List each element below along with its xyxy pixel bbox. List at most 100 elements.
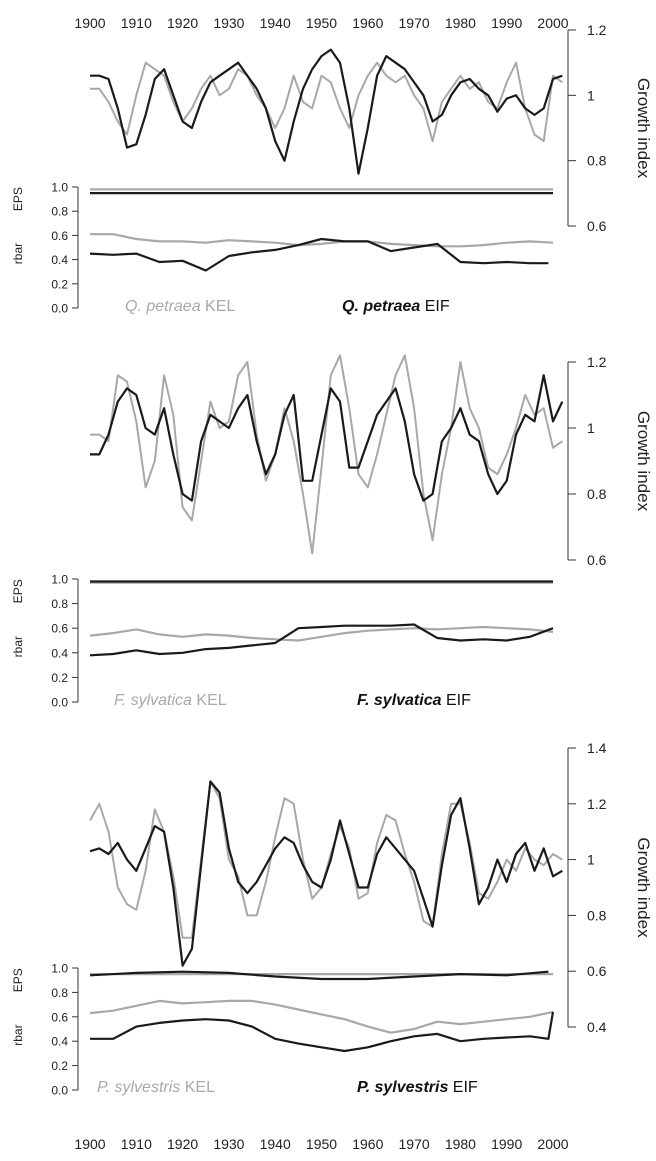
stats-tick-label: 0.2 <box>51 671 68 685</box>
growth-axis-title: Growth index <box>634 411 653 512</box>
eps-axis-title: EPS <box>11 968 25 992</box>
growth-tick-label: 0.6 <box>587 963 607 979</box>
stats-tick-label: 0.6 <box>51 622 68 636</box>
legend-eif-label: P. sylvestris EIF <box>357 1079 478 1096</box>
growth-line-eif <box>90 374 564 502</box>
growth-axis-title: Growth index <box>634 837 653 938</box>
year-tick-bottom: 1920 <box>167 1136 198 1152</box>
legend-kel-site: KEL <box>201 298 236 315</box>
eps-axis-title: EPS <box>11 579 25 603</box>
growth-tick-label: 1 <box>587 420 595 436</box>
rbar-line-eif <box>89 237 549 272</box>
stats-tick-label: 1.0 <box>51 573 68 587</box>
year-tick-bottom: 1970 <box>399 1136 430 1152</box>
stats-tick-label: 0.4 <box>51 646 68 660</box>
growth-tick-label: 1.2 <box>587 354 607 370</box>
stats-tick-label: 0.4 <box>51 253 68 267</box>
stats-tick-label: 1.0 <box>51 181 68 195</box>
year-tick-top: 1990 <box>491 15 522 31</box>
year-tick-bottom: 2000 <box>537 1136 568 1152</box>
year-tick-top: 1960 <box>352 15 383 31</box>
year-tick-top: 1970 <box>399 15 430 31</box>
growth-axis-title: Growth index <box>634 78 653 179</box>
eps-axis-title: EPS <box>11 187 25 211</box>
year-tick-bottom: 1990 <box>491 1136 522 1152</box>
year-tick-top: 1940 <box>260 15 291 31</box>
growth-tick-label: 1 <box>587 852 595 868</box>
growth-line-kel <box>89 780 563 939</box>
legend-eif-site: EIF <box>420 298 450 315</box>
growth-tick-label: 0.8 <box>587 153 607 169</box>
year-tick-top: 1930 <box>213 15 244 31</box>
year-tick-bottom: 1930 <box>213 1136 244 1152</box>
legend-kel-site: KEL <box>180 1079 215 1096</box>
growth-tick-label: 0.4 <box>587 1019 607 1035</box>
year-tick-top: 1980 <box>445 15 476 31</box>
growth-tick-label: 1.2 <box>587 796 607 812</box>
panel-p-sylvestris: 1.4 1.2 1 0.8 0.6 0.4 Growth index 1.0 0.8 0.6 0.4… <box>11 740 653 1098</box>
legend-kel-site: KEL <box>192 692 227 709</box>
legend-eif-species: Q. petraea <box>342 298 420 315</box>
rbar-line-kel <box>89 999 554 1034</box>
stats-tick-label: 0.8 <box>51 205 68 219</box>
rbar-line-kel <box>89 625 554 642</box>
growth-tick-label: 1.4 <box>587 740 607 756</box>
growth-line-eif <box>90 48 563 175</box>
year-tick-top: 1900 <box>74 15 105 31</box>
rbar-line-eif <box>90 1011 555 1053</box>
rbar-line-kel <box>90 233 554 248</box>
stats-tick-label: 0.2 <box>51 277 68 291</box>
rbar-line-eif <box>89 623 554 657</box>
year-tick-bottom: 1910 <box>121 1136 152 1152</box>
panel-f-sylvatica: 1.2 1 0.8 0.6 Growth index 1.0 0.8 0.6 0.4 0.2 0.0… <box>11 354 653 710</box>
growth-line-eif <box>89 780 563 967</box>
growth-tick-label: 0.6 <box>587 552 607 568</box>
legend-kel-label: P. sylvestris KEL <box>97 1079 215 1096</box>
stats-tick-label: 0.8 <box>51 986 68 1000</box>
legend-eif-species: P. sylvestris <box>357 1079 448 1096</box>
legend-eif-site: EIF <box>442 692 472 709</box>
legend-kel-species: Q. petraea <box>125 298 201 315</box>
growth-tick-label: 0.6 <box>587 218 607 234</box>
stats-tick-label: 0.4 <box>51 1035 68 1049</box>
year-tick-top: 1950 <box>306 15 337 31</box>
growth-line-kel <box>90 354 563 555</box>
stats-tick-label: 0.0 <box>51 696 68 710</box>
growth-tick-label: 0.8 <box>587 486 607 502</box>
legend-kel-label: Q. petraea KEL <box>125 298 235 315</box>
bottom-year-axis: 1900 1910 1920 1930 1940 1950 1960 1970 1980 1990… <box>74 1136 568 1152</box>
year-tick-bottom: 1980 <box>445 1136 476 1152</box>
stats-tick-label: 0.2 <box>51 1059 68 1073</box>
stats-tick-label: 0.8 <box>51 597 68 611</box>
panels: 1.2 1 0.8 0.6 Growth index 1.0 0.8 0.6 0.4 0.2 0.0… <box>11 22 653 1098</box>
year-tick-top: 1910 <box>121 15 152 31</box>
legend-eif-species: F. sylvatica <box>357 692 442 709</box>
stats-tick-label: 0.6 <box>51 229 68 243</box>
stats-tick-label: 0.0 <box>51 1084 68 1098</box>
legend-eif-site: EIF <box>448 1079 478 1096</box>
growth-tick-label: 0.8 <box>587 907 607 923</box>
panel-q-petraea: 1.2 1 0.8 0.6 Growth index 1.0 0.8 0.6 0.4 0.2 0.0… <box>11 22 653 316</box>
legend-kel-species: P. sylvestris <box>97 1079 180 1096</box>
legend-kel-species: F. sylvatica <box>114 692 192 709</box>
year-tick-bottom: 1900 <box>74 1136 105 1152</box>
eps-line-eif <box>89 970 549 981</box>
stats-tick-label: 0.6 <box>51 1010 68 1024</box>
year-tick-top: 2000 <box>537 15 568 31</box>
top-year-axis: 1900 1910 1920 1930 1940 1950 1960 1970 1980 1990… <box>74 15 568 31</box>
rbar-axis-title: rbar <box>11 1024 25 1045</box>
growth-tick-label: 1.2 <box>587 22 607 38</box>
year-tick-bottom: 1950 <box>306 1136 337 1152</box>
rbar-axis-title: rbar <box>11 243 25 264</box>
legend-eif-label: Q. petraea EIF <box>342 298 450 315</box>
growth-tick-label: 1 <box>587 87 595 103</box>
stats-tick-label: 1.0 <box>51 962 68 976</box>
year-tick-top: 1920 <box>167 15 198 31</box>
year-tick-bottom: 1960 <box>352 1136 383 1152</box>
legend-kel-label: F. sylvatica KEL <box>114 692 227 709</box>
year-tick-bottom: 1940 <box>260 1136 291 1152</box>
stats-tick-label: 0.0 <box>51 302 68 316</box>
rbar-axis-title: rbar <box>11 636 25 657</box>
legend-eif-label: F. sylvatica EIF <box>357 692 471 709</box>
